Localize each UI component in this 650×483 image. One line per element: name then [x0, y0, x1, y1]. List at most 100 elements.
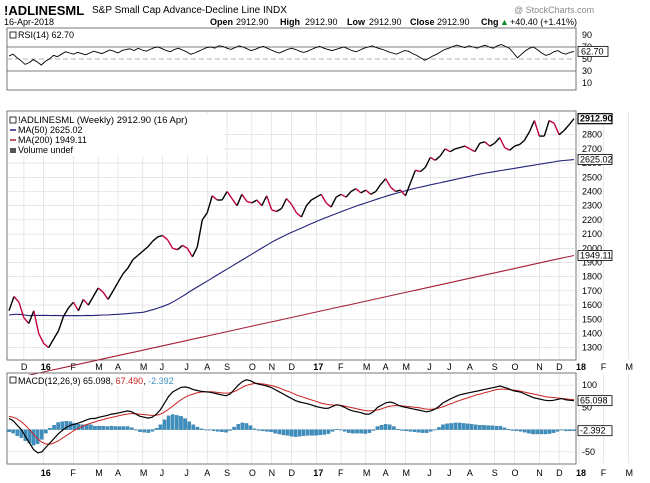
price-x-tick-label: M: [140, 362, 148, 372]
macd-hist-bar: [183, 418, 187, 430]
macd-x-tick-label: 16: [41, 468, 51, 478]
macd-hist-bar: [363, 429, 368, 434]
price-segment: [484, 141, 491, 147]
rsi-legend: RSI(14) 62.70: [18, 30, 74, 40]
price-badge-box: [577, 113, 613, 125]
macd-hist-bar: [314, 429, 318, 436]
price-segment: [261, 195, 268, 207]
macd-hist-bar: [297, 429, 302, 437]
price-segment: [256, 199, 263, 207]
price-segment: [365, 189, 372, 195]
macd-hist-bar: [256, 429, 261, 431]
price-segment: [519, 139, 525, 146]
macd-hist-bar: [322, 429, 327, 435]
macd-hist-bar: [437, 427, 441, 430]
macd-hist-bar: [244, 423, 249, 430]
price-segment: [172, 247, 178, 251]
price-segment: [285, 198, 293, 205]
price-segment: [499, 137, 506, 148]
macd-x-tick-label: M: [140, 468, 148, 478]
close-value: 2912.90: [437, 17, 470, 27]
macd-hist-bar: [371, 429, 376, 431]
macd-hist-bar: [433, 429, 437, 431]
macd-hist-bar: [121, 426, 126, 430]
low-label: Low: [347, 17, 366, 27]
price-segment: [370, 190, 377, 195]
price-segment: [509, 145, 515, 151]
price-segment: [117, 273, 124, 283]
macd-hist-bar: [101, 425, 105, 430]
price-segment: [62, 307, 70, 317]
macd-legend-macd: 65.098: [83, 376, 111, 386]
macd-hist-bar: [277, 429, 282, 435]
price-line: [8, 118, 575, 349]
macd-last-badges: 65.098 -2.392: [577, 395, 613, 437]
macd-x-tick-label: 17: [313, 468, 323, 478]
price-segment: [186, 247, 194, 258]
macd-x-tick-label: A: [383, 468, 389, 478]
price-tick-label: 1900: [582, 257, 602, 267]
macd-hist-bar: [142, 429, 146, 433]
macd-hist-bar: [130, 427, 134, 430]
macd-x-tick-labels: 16FMAMJJASOND17FMAMJJASOND18FMA: [41, 468, 633, 478]
price-x-tick-label: 16: [41, 362, 51, 372]
price-segment: [112, 281, 119, 292]
macd-x-tick-label: S: [492, 468, 498, 478]
price-segment: [444, 148, 451, 153]
macd-hist-bar: [310, 429, 314, 436]
macd-hist-bar: [170, 414, 175, 430]
macd-hist-bar: [502, 427, 507, 430]
price-tick-label: 1700: [582, 286, 602, 296]
price-segment: [92, 287, 99, 297]
price-tick-label: 2000: [582, 243, 602, 253]
macd-hist-bar: [473, 424, 478, 430]
rsi-tick-label: 10: [582, 78, 592, 88]
macd-hist-bar: [396, 429, 400, 430]
macd-hist-bar: [273, 429, 277, 434]
macd-hist-bar: [203, 429, 208, 431]
price-segment: [543, 120, 550, 137]
macd-hist-bar: [261, 429, 265, 432]
price-segment: [47, 338, 55, 348]
macd-hist-bar: [150, 429, 155, 432]
price-segment: [296, 212, 302, 218]
rsi-panel: 1030507090 RSI(14) 62.70 62.70: [6, 27, 609, 91]
price-segment: [434, 155, 441, 161]
ma50-line: [8, 159, 575, 317]
macd-x-tick-label: O: [512, 468, 519, 478]
rsi-last-value-badge: 62.70: [577, 45, 609, 57]
price-tick-label: 2500: [582, 172, 602, 182]
macd-hist-bar: [175, 415, 179, 430]
price-x-tick-label: 17: [313, 362, 323, 372]
macd-x-tick-label: F: [601, 468, 607, 478]
macd-x-tick-label: N: [269, 468, 276, 478]
price-segment: [464, 145, 471, 150]
macd-hist-bar: [207, 429, 212, 431]
macd-signal-path: [8, 382, 575, 445]
chart-title: S&P Small Cap Advance-Decline Line INDX: [92, 5, 287, 16]
ma50-legend: MA(50) 2625.02: [18, 125, 83, 135]
macd-x-tick-label: J: [160, 468, 165, 478]
macd-panel: -50050100 16FMAMJJASOND17FMAMJJASOND18FM…: [6, 372, 633, 478]
macd-legend-swatch: [9, 376, 17, 384]
rsi-line: [8, 44, 575, 66]
macd-hist-bar: [289, 429, 294, 437]
price-segment: [157, 234, 163, 238]
macd-hist-bar: [109, 425, 114, 430]
ma200-series-path: [8, 254, 575, 381]
price-last-badges: 2912.90 2625.02 1949.11: [577, 113, 613, 261]
macd-hist-bar: [138, 429, 142, 432]
macd-hist-bar: [248, 425, 253, 430]
macd-x-tick-label: J: [184, 468, 189, 478]
macd-x-tick-label: M: [363, 468, 371, 478]
macd-hist-bar: [330, 429, 335, 432]
macd-hist-bar: [125, 426, 130, 430]
price-segment: [419, 166, 426, 173]
macd-x-tick-label: D: [556, 468, 563, 478]
macd-x-tick-label: N: [536, 468, 543, 478]
price-segment: [33, 310, 40, 334]
macd-hist-bar: [31, 429, 36, 446]
macd-hist-bar: [11, 429, 15, 434]
price-legend-bg: [9, 114, 224, 156]
price-x-tick-label: A: [115, 362, 121, 372]
